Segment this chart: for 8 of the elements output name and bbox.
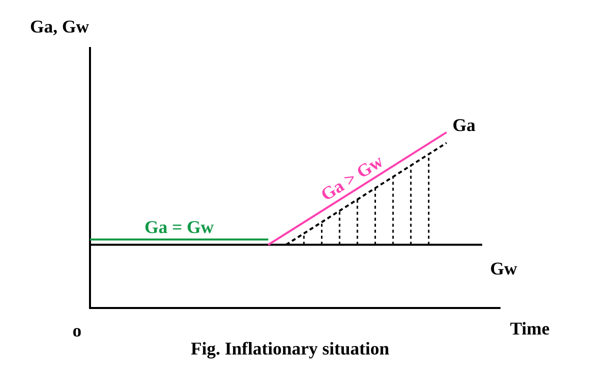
text: o xyxy=(72,320,82,341)
annotation: Ga > Gw xyxy=(317,150,386,205)
series-label: Ga xyxy=(452,114,476,135)
series-label: Gw xyxy=(490,258,518,278)
text: Fig. Inflationary situation xyxy=(190,338,390,359)
annotation: Ga = Gw xyxy=(144,217,214,238)
text: Ga, Gw xyxy=(30,16,90,37)
x-axis-title: Time xyxy=(510,318,550,339)
